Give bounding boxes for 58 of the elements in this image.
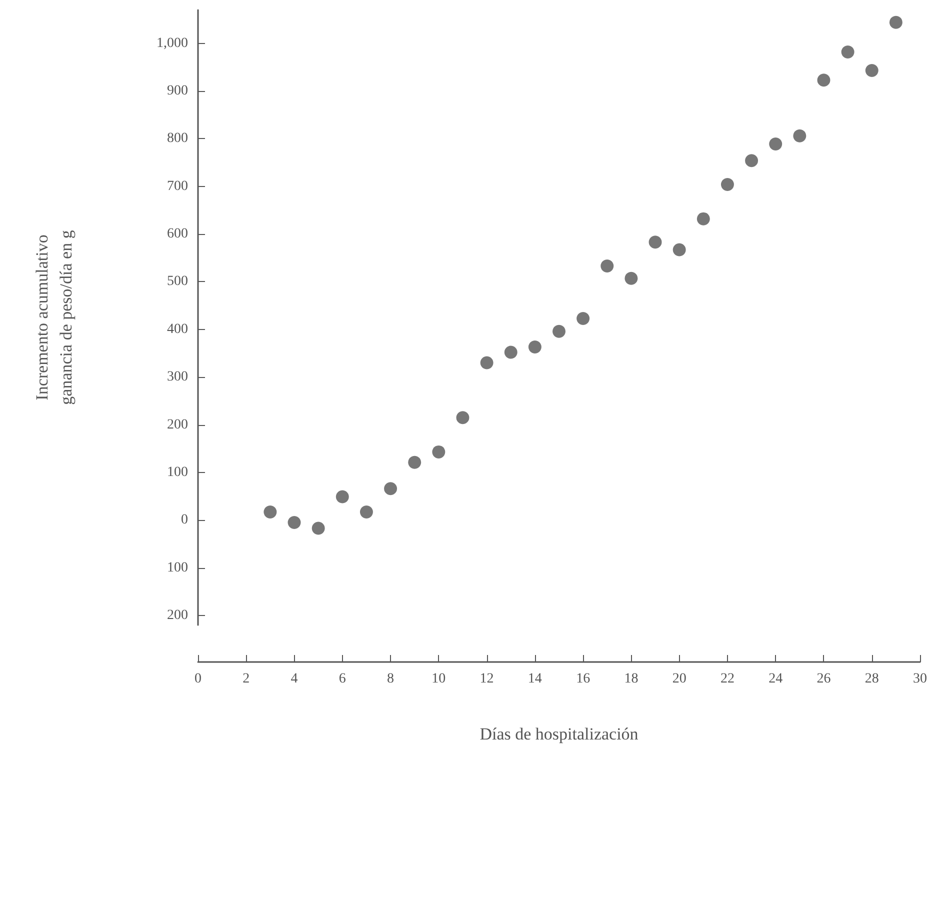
point: [600, 260, 614, 273]
point: [865, 64, 878, 78]
x-tick-label: 8: [387, 672, 394, 686]
point: [312, 522, 325, 535]
point: [432, 445, 446, 458]
point: [696, 212, 710, 226]
y-tick-label: 400: [167, 322, 188, 337]
x-tick-label: 18: [624, 672, 638, 686]
y-tick-label: 300: [167, 370, 188, 385]
x-tick-label: 16: [576, 672, 590, 686]
y-tick-label: 100: [167, 560, 188, 576]
point: [817, 74, 830, 87]
x-tick-label: 6: [338, 672, 346, 686]
point: [480, 356, 494, 370]
y-tick-label: 900: [167, 84, 188, 99]
x-tick-label: 24: [768, 672, 783, 686]
point: [624, 272, 638, 285]
x-tick-label: 28: [864, 672, 879, 686]
point: [336, 490, 349, 504]
y-axis-title: Incremento acumulativo ganancia de peso/día en g: [32, 230, 76, 405]
x-tick-label: 30: [913, 672, 927, 686]
point: [384, 482, 398, 496]
x-tick-label: 14: [528, 672, 542, 686]
x-axis-title: Días de hospitalización: [480, 724, 639, 744]
point: [360, 506, 373, 519]
point: [769, 137, 782, 150]
point: [552, 324, 566, 338]
x-tick-label: 20: [672, 672, 686, 686]
x-tick-label: 0: [194, 672, 202, 686]
y-tick-label: 1,000: [156, 36, 188, 51]
y-tick-label: 200: [167, 417, 188, 432]
y-tick-label: 200: [167, 608, 188, 623]
point: [504, 346, 518, 359]
point: [889, 16, 902, 29]
point: [408, 456, 422, 469]
point: [672, 243, 686, 256]
y-tick-label: 100: [167, 464, 188, 480]
x-tick-label: 26: [816, 672, 831, 686]
x-tick-label: 12: [480, 672, 494, 686]
point: [456, 411, 470, 424]
point: [528, 340, 542, 354]
point: [720, 178, 734, 191]
y-tick-label: 800: [167, 131, 188, 146]
x-tick-label: 2: [242, 672, 250, 686]
x-tick-label: 22: [720, 672, 734, 686]
y-tick-label: 600: [167, 226, 188, 242]
y-tick-label: 500: [167, 274, 188, 290]
point: [288, 516, 301, 529]
point: [841, 45, 854, 58]
point: [576, 312, 590, 325]
x-tick-label: 10: [432, 672, 446, 686]
point: [648, 236, 662, 249]
y-tick-label: 700: [167, 178, 188, 194]
point: [793, 129, 806, 142]
y-tick-label: 0: [181, 512, 188, 528]
x-tick-label: 4: [290, 672, 298, 686]
point: [745, 154, 758, 168]
point: [264, 506, 277, 519]
